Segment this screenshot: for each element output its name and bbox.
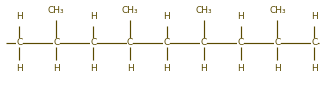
Text: C: C: [274, 38, 281, 47]
Text: H: H: [16, 12, 23, 21]
Text: C: C: [16, 38, 23, 47]
Text: H: H: [200, 64, 207, 73]
Text: H: H: [164, 12, 170, 21]
Text: CH₃: CH₃: [122, 6, 138, 15]
Text: C: C: [90, 38, 96, 47]
Text: CH₃: CH₃: [269, 6, 286, 15]
Text: C: C: [53, 38, 59, 47]
Text: C: C: [237, 38, 244, 47]
Text: H: H: [53, 64, 60, 73]
Text: C: C: [164, 38, 170, 47]
Text: H: H: [127, 64, 133, 73]
Text: CH₃: CH₃: [48, 6, 64, 15]
Text: H: H: [90, 12, 97, 21]
Text: H: H: [311, 64, 318, 73]
Text: H: H: [164, 64, 170, 73]
Text: H: H: [311, 12, 318, 21]
Text: C: C: [127, 38, 133, 47]
Text: C: C: [201, 38, 207, 47]
Text: H: H: [237, 64, 244, 73]
Text: H: H: [90, 64, 97, 73]
Text: C: C: [311, 38, 318, 47]
Text: H: H: [16, 64, 23, 73]
Text: H: H: [237, 12, 244, 21]
Text: H: H: [274, 64, 281, 73]
Text: CH₃: CH₃: [195, 6, 212, 15]
